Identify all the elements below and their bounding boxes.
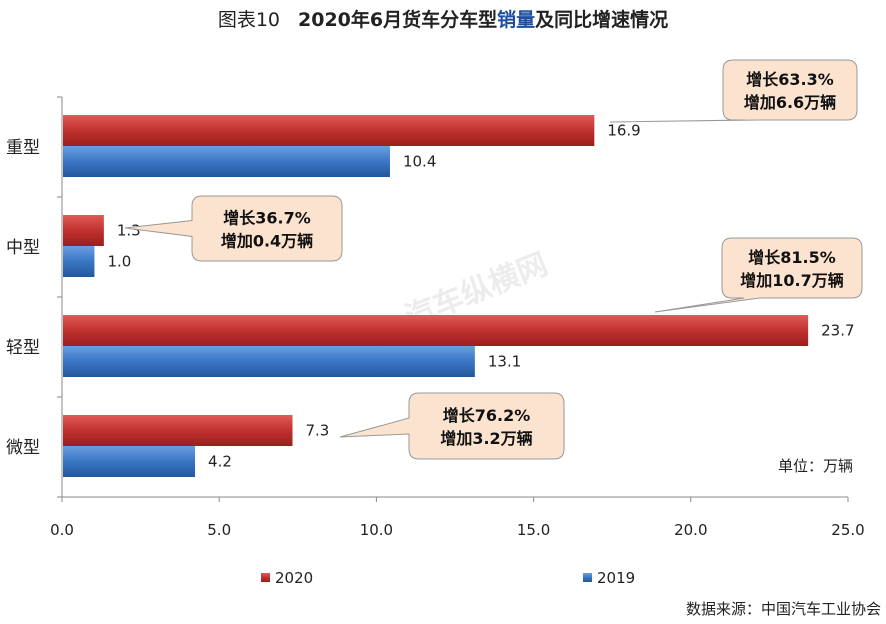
data-label: 7.3 [306,422,330,440]
callout-box [339,392,565,460]
x-tick-label: 0.0 [50,521,74,539]
callout-box [654,237,863,313]
bar-2020 [63,115,595,146]
callout-line-2: 增加0.4万辆 [221,232,313,251]
bar-2020 [63,215,104,246]
source-label: 数据来源：中国汽车工业协会 [686,600,881,618]
category-label: 重型 [6,138,40,158]
data-label: 16.9 [607,122,640,140]
bar-2020 [63,315,809,346]
title-highlight: 销量 [497,8,535,31]
category-label: 轻型 [6,338,40,358]
data-label: 13.1 [488,353,521,371]
legend-label-2020: 2020 [275,569,313,587]
title-suffix: 及同比增速情况 [535,8,668,31]
callout: 增长63.3% 增加6.6万辆 [609,59,858,123]
data-label: 1.3 [117,222,141,240]
x-tick-label: 25.0 [831,521,864,539]
x-tick-label: 10.0 [360,521,393,539]
callout: 增长36.7% 增加0.4万辆 [124,195,343,262]
bar-2019 [63,446,196,477]
data-label: 23.7 [821,322,854,340]
legend-swatch-2020 [261,573,270,582]
bars: 16.9 10.4 1.3 1.0 23.7 13.1 7.3 4.2 [63,115,855,477]
bar-2019 [63,246,95,277]
callout-line-2: 增加10.7万辆 [740,271,843,290]
callout-line-1: 增长81.5% [748,248,836,267]
legend-label-2019: 2019 [597,569,635,587]
callout-line-1: 增长63.3% [746,70,834,89]
data-label: 10.4 [403,153,436,171]
x-tick-label: 20.0 [674,521,707,539]
callout-box [124,195,343,262]
callout-line-1: 增长76.2% [443,406,531,425]
title-main: 2020年6月货车分车型 [298,8,497,31]
category-label: 微型 [6,438,40,458]
chart-title: 图表10 2020年6月货车分车型销量及同比增速情况 [218,8,668,31]
data-label: 1.0 [107,253,131,271]
x-tick-label: 15.0 [517,521,550,539]
callout: 增长81.5% 增加10.7万辆 [654,237,863,313]
bar-2019 [63,146,390,177]
callout-line-2: 增加3.2万辆 [440,429,532,448]
legend: 2020 2019 [261,569,635,587]
bar-2020 [63,415,293,446]
callout-line-1: 增长36.7% [223,209,311,228]
category-label: 中型 [6,238,40,258]
legend-swatch-2019 [583,573,592,582]
callout: 增长76.2% 增加3.2万辆 [339,392,565,460]
bar-2019 [63,346,475,377]
callout-box [609,59,858,123]
callout-line-2: 增加6.6万辆 [744,93,836,112]
unit-label: 单位：万辆 [778,457,853,475]
title-prefix: 图表10 [218,9,280,31]
x-tick-label: 5.0 [207,521,231,539]
data-label: 4.2 [208,453,232,471]
